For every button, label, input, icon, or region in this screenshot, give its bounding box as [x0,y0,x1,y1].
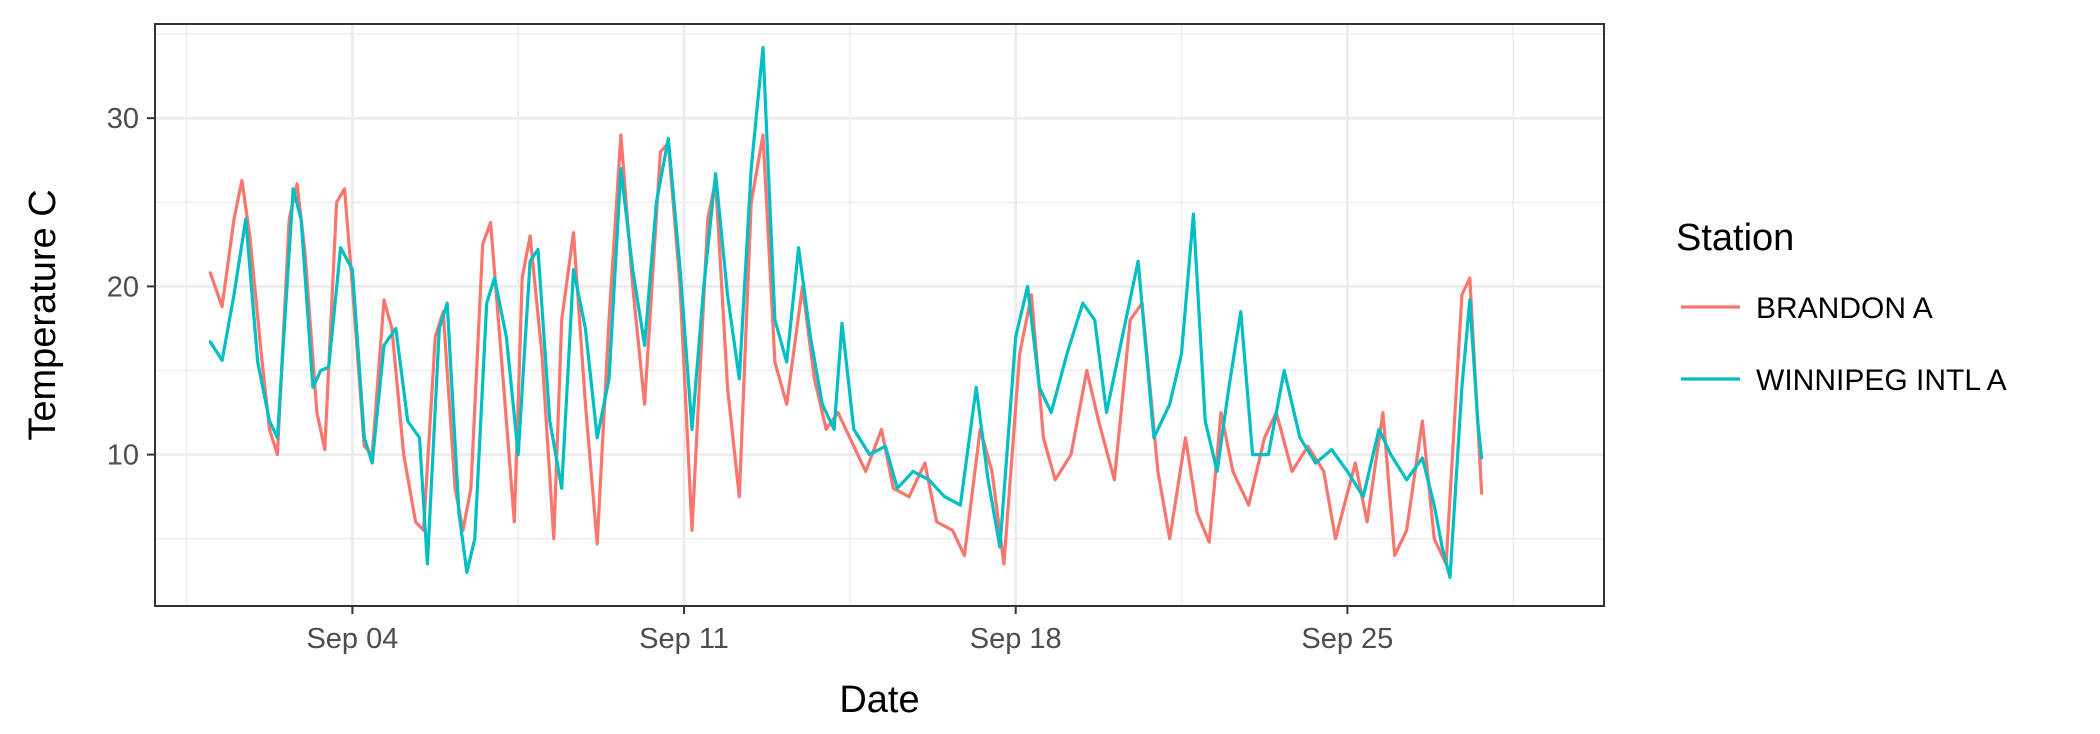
series-line-winnipeg-intl-a [208,45,1484,579]
series-lines [208,45,1484,579]
y-axis: 10 20 30 [107,103,155,472]
legend-label-winnipeg-intl-a: WINNIPEG INTL A [1756,364,2007,397]
panel-border [154,23,1605,607]
panel-background [155,24,1604,606]
legend-label-brandon-a: BRANDON A [1756,292,1933,325]
legend: Station BRANDON A WINNIPEG INTL A [1676,217,2007,397]
x-tick-label: Sep 25 [1301,623,1393,655]
legend-title: Station [1676,217,1794,259]
series-line-brandon-a [208,133,1484,566]
x-axis-title: Date [839,679,919,721]
x-tick-label: Sep 11 [639,623,729,655]
x-axis: Sep 04 Sep 11 Sep 18 Sep 25 [306,606,1393,655]
legend-items: BRANDON A WINNIPEG INTL A [1681,292,2007,397]
y-tick-label: 10 [107,440,139,472]
plot-panel [154,23,1605,607]
y-tick-label: 20 [107,271,139,303]
y-tick-label: 30 [107,103,139,135]
x-tick-label: Sep 04 [306,623,398,655]
y-axis-title: Temperature C [22,189,64,440]
x-tick-label: Sep 18 [970,623,1062,655]
